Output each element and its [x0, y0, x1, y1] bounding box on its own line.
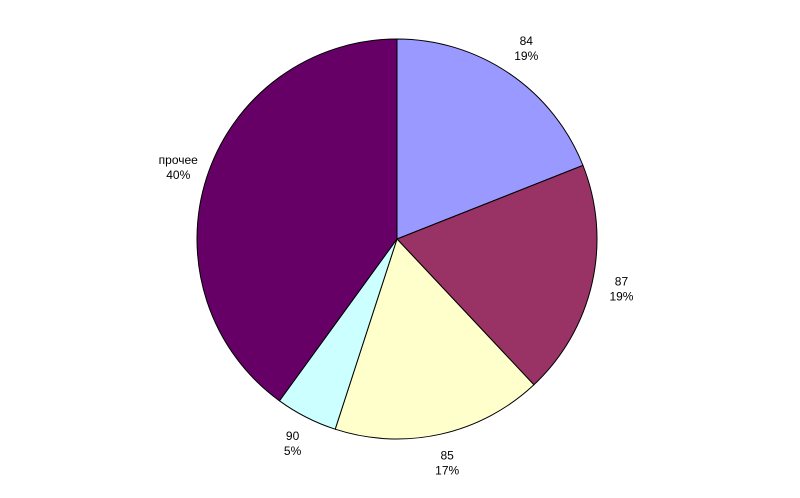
pie-slice [334, 238, 535, 440]
pie-slice [396, 38, 584, 240]
slice-category-label: 87 [615, 274, 629, 288]
slice-category-label: 84 [520, 34, 534, 48]
pie-slice [396, 164, 598, 386]
slice-category-label: 90 [286, 429, 300, 443]
slice-percent-label: 5% [284, 444, 302, 458]
slice-category-label: прочее [159, 153, 199, 167]
slice-category-label: 85 [440, 449, 454, 463]
slice-percent-label: 40% [166, 168, 190, 182]
slice-percent-label: 19% [514, 49, 538, 63]
slice-percent-label: 19% [609, 289, 633, 303]
slice-percent-label: 17% [435, 464, 459, 478]
pie-slice [196, 38, 398, 402]
